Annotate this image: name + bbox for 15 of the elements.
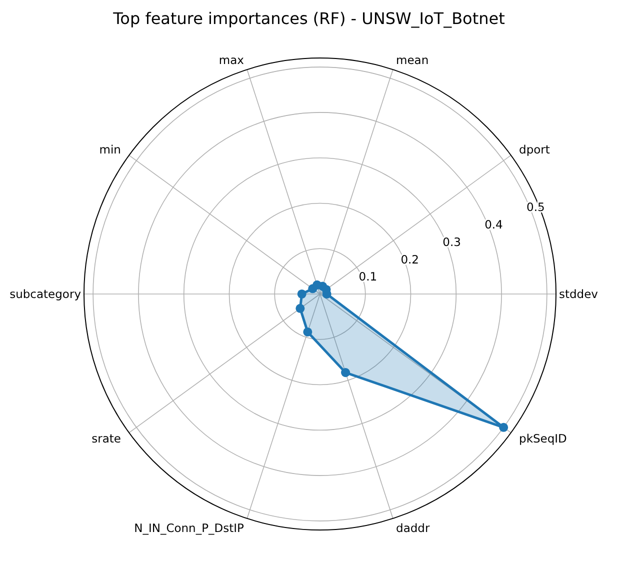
spoke-label: N_IN_Conn_P_DstIP (134, 520, 244, 535)
chart-title: Top feature importances (RF) - UNSW_IoT_Botnet (112, 9, 505, 28)
spoke-label: dport (519, 142, 550, 156)
y-tick-label: 0.1 (358, 270, 378, 284)
y-tick-label: 0.3 (442, 234, 461, 249)
spoke-label: subcategory (10, 287, 82, 302)
spoke-label: stddev (559, 287, 598, 302)
spoke-label: max (218, 53, 244, 68)
y-tick-label: 0.2 (400, 252, 420, 266)
spoke-label: daddr (396, 520, 430, 535)
spoke-label: srate (92, 432, 121, 446)
spoke-label: min (99, 142, 121, 156)
spoke-label: pkSeqID (519, 432, 568, 446)
y-tick-label: 0.4 (484, 218, 503, 232)
spoke-label: mean (396, 53, 429, 68)
